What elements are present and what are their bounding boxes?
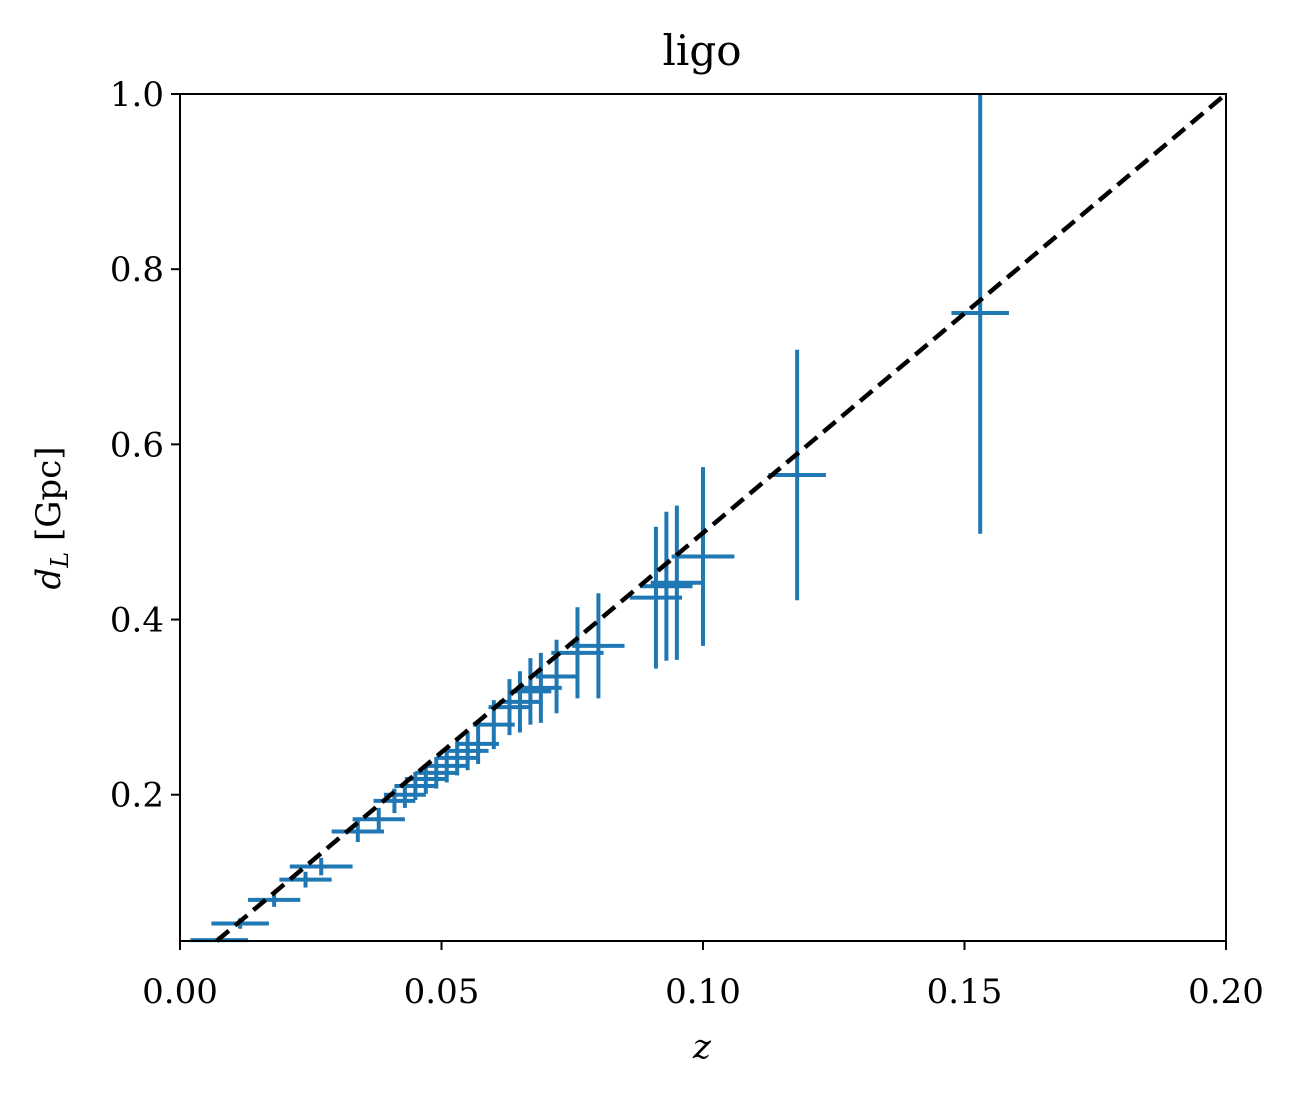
errorbar-point-25 <box>640 511 693 661</box>
errorbar-point-14 <box>446 731 489 771</box>
y-tick-label: 0.6 <box>110 425 164 465</box>
y-tick-label: 0.4 <box>110 601 164 641</box>
errorbar-point-22 <box>551 607 604 699</box>
y-tick-label: 1.0 <box>110 75 164 115</box>
plot-area <box>190 92 1228 943</box>
y-axis-label-sub: L <box>46 552 74 569</box>
errorbar-point-26 <box>650 505 703 660</box>
y-tick-label: 0.2 <box>110 776 164 816</box>
errorbar-point-28 <box>768 349 826 601</box>
errorbar-point-4 <box>289 857 353 876</box>
x-tick-label: 0.15 <box>927 972 1003 1012</box>
errorbar-point-27 <box>671 467 735 646</box>
x-axis-label: z <box>692 1027 712 1067</box>
errorbar-point-13 <box>436 740 479 776</box>
y-axis-label-unit: [Gpc] <box>29 446 69 551</box>
x-tick-label: 0.10 <box>665 972 741 1012</box>
errorbar-point-24 <box>629 526 683 669</box>
errorbar-point-29 <box>951 94 1009 534</box>
reference-dashed-line <box>215 92 1228 943</box>
x-tick-label: 0.20 <box>1188 972 1264 1012</box>
errorbar-point-3 <box>279 871 332 888</box>
y-axis-label-main: d <box>29 568 69 590</box>
y-axis-label: dL [Gpc] <box>29 446 74 589</box>
y-axis: 0.2 0.4 0.6 0.8 1.0 <box>110 75 180 816</box>
y-tick-label: 0.8 <box>110 250 164 290</box>
errorbar-point-6 <box>352 807 405 831</box>
x-tick-label: 0.00 <box>142 972 218 1012</box>
x-tick-label: 0.05 <box>404 972 480 1012</box>
errorbar-point-12 <box>425 749 468 783</box>
x-axis: 0.00 0.05 0.10 0.15 0.20 <box>142 941 1264 1012</box>
errorbar-point-23 <box>572 593 625 699</box>
errorbar-point-18 <box>499 671 541 733</box>
chart-title: ligo <box>662 26 741 75</box>
errorbar-point-11 <box>415 757 458 789</box>
